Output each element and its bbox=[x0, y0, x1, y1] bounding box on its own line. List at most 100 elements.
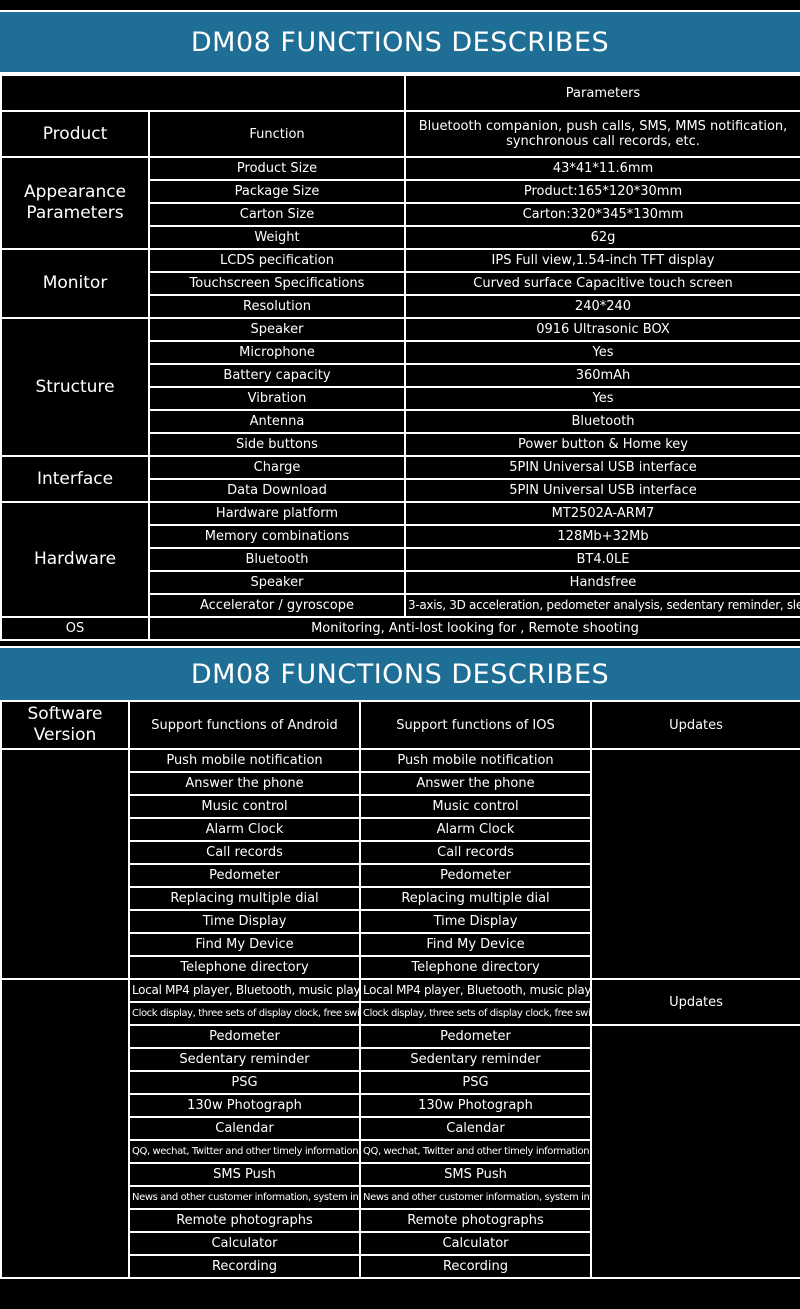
software-row: Push mobile notification Push mobile noti… bbox=[0, 748, 800, 980]
spec-row: Package Size Product:165*120*30mm bbox=[1, 179, 800, 204]
ios-function: Find My Device bbox=[359, 932, 592, 957]
ios-function: 130w Photograph bbox=[359, 1093, 592, 1118]
spec-row: Hardware Hardware platform MT2502A-ARM7 bbox=[0, 501, 800, 618]
software-row: Remote photographs Remote photographs bbox=[1, 1208, 800, 1233]
spec-row: Monitor LCDS pecification IPS Full view,1.… bbox=[0, 248, 800, 319]
version-cell bbox=[0, 978, 130, 1279]
spec-header-empty bbox=[0, 74, 406, 112]
ios-function: Clock display, three sets of display clo… bbox=[359, 1001, 592, 1026]
spec-value: Bluetooth bbox=[404, 409, 800, 434]
spec-name: Antenna bbox=[148, 409, 406, 434]
ios-function: Remote photographs bbox=[359, 1208, 592, 1233]
spec-row: Appearance Parameters Product Size 43*41*1… bbox=[0, 156, 800, 250]
spec-value: Product:165*120*30mm bbox=[404, 179, 800, 204]
software-row: Calendar Calendar bbox=[1, 1116, 800, 1141]
software-version-header: Software Version bbox=[0, 700, 130, 750]
spec-name: Data Download bbox=[148, 478, 406, 503]
spec-header-row: Parameters bbox=[0, 74, 800, 112]
spec-name: Resolution bbox=[148, 294, 406, 319]
android-function: Find My Device bbox=[128, 932, 361, 957]
ios-function: Local MP4 player, Bluetooth, music playe… bbox=[359, 978, 592, 1003]
android-function: Music control bbox=[128, 794, 361, 819]
ios-function: Pedometer bbox=[359, 863, 592, 888]
os-value: Monitoring, Anti-lost looking for , Remo… bbox=[148, 616, 800, 641]
spec-name: Function bbox=[148, 110, 406, 158]
software-row: Local MP4 player, Bluetooth, music playe… bbox=[0, 978, 800, 1279]
os-label: OS bbox=[0, 616, 150, 641]
ios-function: Recording bbox=[359, 1254, 592, 1279]
ios-function: Telephone directory bbox=[359, 955, 592, 980]
spec-value: 43*41*11.6mm bbox=[404, 156, 800, 181]
spec-row: Speaker Handsfree bbox=[1, 570, 800, 595]
software-row: Recording Recording bbox=[1, 1254, 800, 1279]
software-row: Alarm Clock Alarm Clock bbox=[1, 817, 800, 842]
spec-value: BT4.0LE bbox=[404, 547, 800, 572]
android-function: PSG bbox=[128, 1070, 361, 1095]
spec-name: Bluetooth bbox=[148, 547, 406, 572]
android-function: Push mobile notification bbox=[128, 748, 361, 773]
software-row: Pedometer Pedometer bbox=[1, 1024, 800, 1279]
android-function: Remote photographs bbox=[128, 1208, 361, 1233]
spec-value: Yes bbox=[404, 386, 800, 411]
spec-name: Accelerator / gyroscope bbox=[148, 593, 406, 618]
spec-row: Carton Size Carton:320*345*130mm bbox=[1, 202, 800, 227]
ios-function: Call records bbox=[359, 840, 592, 865]
software-row: Clock display, three sets of display clo… bbox=[1, 1001, 800, 1026]
android-function: Time Display bbox=[128, 909, 361, 934]
spec-name: Speaker bbox=[148, 317, 406, 342]
spec-row: Vibration Yes bbox=[1, 386, 800, 411]
spec-value: Handsfree bbox=[404, 570, 800, 595]
android-function: Replacing multiple dial bbox=[128, 886, 361, 911]
android-function: SMS Push bbox=[128, 1162, 361, 1187]
spec-value: Power button & Home key bbox=[404, 432, 800, 457]
android-function: Local MP4 player, Bluetooth, music playe… bbox=[128, 978, 361, 1003]
software-row: Sedentary reminder Sedentary reminder bbox=[1, 1047, 800, 1072]
ios-function: PSG bbox=[359, 1070, 592, 1095]
software-row: QQ, wechat, Twitter and other timely inf… bbox=[1, 1139, 800, 1164]
spec-name: Hardware platform bbox=[148, 501, 406, 526]
spec-value: 0916 Ultrasonic BOX bbox=[404, 317, 800, 342]
spec-row: Structure Speaker 0916 Ultrasonic BOX bbox=[0, 317, 800, 457]
software-row: Time Display Time Display bbox=[1, 909, 800, 934]
software-table: Software Version Support functions of And… bbox=[0, 700, 800, 1279]
spec-table: Parameters Product Function Bluetooth compa… bbox=[0, 74, 800, 641]
software-row: SMS Push SMS Push bbox=[1, 1162, 800, 1187]
spec-row: Touchscreen Specifications Curved surface… bbox=[1, 271, 800, 296]
spec-value: Yes bbox=[404, 340, 800, 365]
android-header: Support functions of Android bbox=[128, 700, 361, 750]
spec-row: Product Function Bluetooth companion, push… bbox=[0, 110, 800, 158]
spec-category: Monitor bbox=[0, 248, 150, 319]
ios-function: Push mobile notification bbox=[359, 748, 592, 773]
ios-function: Alarm Clock bbox=[359, 817, 592, 842]
android-function: Pedometer bbox=[128, 1024, 361, 1049]
spec-row: Memory combinations 128Mb+32Mb bbox=[1, 524, 800, 549]
spec-row: Data Download 5PIN Universal USB interfac… bbox=[1, 478, 800, 503]
spec-name: Vibration bbox=[148, 386, 406, 411]
android-function: Call records bbox=[128, 840, 361, 865]
spec-name: Package Size bbox=[148, 179, 406, 204]
ios-function: Time Display bbox=[359, 909, 592, 934]
ios-function: Sedentary reminder bbox=[359, 1047, 592, 1072]
spec-name: Charge bbox=[148, 455, 406, 480]
spec-header-parameters: Parameters bbox=[404, 74, 800, 112]
spec-value: Bluetooth companion, push calls, SMS, MM… bbox=[404, 110, 800, 158]
android-function: Recording bbox=[128, 1254, 361, 1279]
spec-value: 62g bbox=[404, 225, 800, 250]
updates-label: Updates bbox=[590, 978, 800, 1026]
android-function: News and other customer information, sys… bbox=[128, 1185, 361, 1210]
spec-row: Antenna Bluetooth bbox=[1, 409, 800, 434]
spec-name: Microphone bbox=[148, 340, 406, 365]
android-function: Alarm Clock bbox=[128, 817, 361, 842]
software-row: Call records Call records bbox=[1, 840, 800, 865]
updates-header: Updates bbox=[590, 700, 800, 750]
title-banner-top: DM08 FUNCTIONS DESCRIBES bbox=[0, 10, 800, 74]
ios-function: Calculator bbox=[359, 1231, 592, 1256]
software-row: Find My Device Find My Device bbox=[1, 932, 800, 957]
android-function: Calculator bbox=[128, 1231, 361, 1256]
software-row: 130w Photograph 130w Photograph bbox=[1, 1093, 800, 1118]
spec-value: 5PIN Universal USB interface bbox=[404, 478, 800, 503]
ios-function: Answer the phone bbox=[359, 771, 592, 796]
ios-function: Calendar bbox=[359, 1116, 592, 1141]
page-title-2: DM08 FUNCTIONS DESCRIBES bbox=[190, 658, 610, 690]
title-banner-bottom: DM08 FUNCTIONS DESCRIBES bbox=[0, 646, 800, 702]
